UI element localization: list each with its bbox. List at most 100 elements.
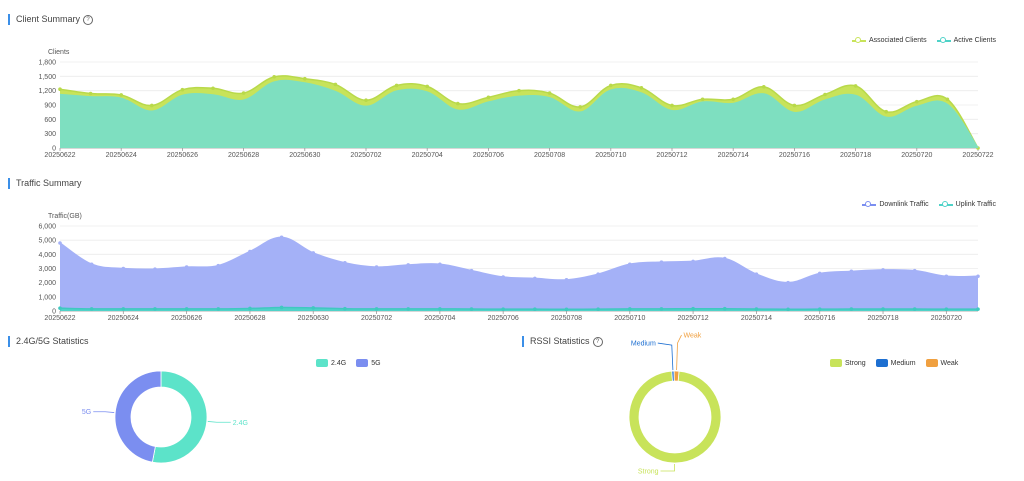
- swatch-icon: [875, 359, 888, 367]
- data-point: [533, 307, 537, 311]
- data-point: [817, 307, 822, 311]
- data-point: [279, 305, 284, 310]
- traffic-legend: Downlink Traffic Uplink Traffic: [856, 200, 996, 208]
- data-point: [786, 280, 790, 285]
- legend-associated-clients[interactable]: Associated Clients: [852, 36, 927, 44]
- client-summary-label: Client Summary: [16, 14, 81, 24]
- legend-uplink-traffic[interactable]: Uplink Traffic: [938, 200, 996, 208]
- data-point: [438, 307, 442, 311]
- data-point: [150, 103, 154, 108]
- x-tick-label: 20250714: [741, 315, 772, 322]
- data-point: [248, 249, 252, 254]
- data-point: [153, 307, 157, 311]
- data-point: [976, 274, 980, 279]
- traffic-summary-label: Traffic Summary: [16, 178, 82, 188]
- y-tick-label: 300: [44, 131, 56, 138]
- slice-label: Medium: [631, 341, 656, 348]
- y-tick-label: 1,500: [38, 74, 56, 81]
- y-tick-label: 5,000: [38, 238, 56, 245]
- band-stats-label: 2.4G/5G Statistics: [16, 336, 89, 346]
- data-point: [691, 259, 695, 264]
- data-point: [89, 262, 94, 267]
- data-point: [517, 88, 521, 93]
- data-point: [58, 306, 62, 310]
- line-marker-icon: [852, 36, 866, 43]
- data-point: [915, 99, 919, 104]
- band-legend: 2.4G 5G: [310, 359, 381, 367]
- leader-line: [676, 334, 682, 371]
- series-area-downlink-traffic: [60, 237, 978, 311]
- slice-strong: [628, 370, 722, 464]
- y-axis-title: Clients: [48, 49, 70, 56]
- data-point: [58, 241, 62, 245]
- data-point: [691, 306, 695, 311]
- slice-label: 2.4G: [233, 420, 248, 427]
- client-legend: Associated Clients Active Clients: [846, 36, 996, 44]
- data-point: [279, 235, 284, 240]
- x-tick-label: 20250706: [488, 315, 519, 322]
- data-point: [976, 307, 980, 311]
- x-tick-label: 20250704: [424, 315, 455, 322]
- x-tick-label: 20250628: [228, 152, 259, 159]
- data-point: [469, 268, 474, 273]
- legend-weak[interactable]: Weak: [925, 359, 959, 367]
- data-point: [211, 86, 215, 91]
- x-tick-label: 20250626: [167, 152, 198, 159]
- data-point: [153, 267, 157, 272]
- legend-label: 2.4G: [331, 359, 347, 367]
- x-tick-label: 20250716: [779, 152, 810, 159]
- data-point: [241, 91, 246, 95]
- data-point: [216, 263, 221, 268]
- x-tick-label: 20250722: [962, 152, 993, 159]
- data-point: [912, 307, 917, 311]
- y-tick-label: 4,000: [38, 252, 56, 259]
- data-point: [564, 307, 569, 312]
- x-tick-label: 20250720: [931, 315, 962, 322]
- question-circle-icon[interactable]: ?: [592, 337, 603, 347]
- legend-label: Medium: [890, 359, 916, 367]
- data-point: [722, 306, 727, 311]
- x-tick-label: 20250622: [44, 315, 75, 322]
- x-tick-label: 20250630: [289, 152, 320, 159]
- leader-line: [93, 411, 115, 413]
- x-tick-label: 20250624: [108, 315, 139, 322]
- legend-2-4g[interactable]: 2.4G: [316, 359, 346, 367]
- y-tick-label: 1,200: [38, 88, 56, 95]
- x-tick-label: 20250712: [678, 315, 709, 322]
- slice-label: 5G: [82, 409, 91, 416]
- data-point: [578, 105, 582, 109]
- data-point: [627, 262, 632, 267]
- data-point: [343, 261, 347, 265]
- x-tick-label: 20250710: [614, 315, 645, 322]
- data-point: [248, 306, 252, 311]
- data-point: [394, 83, 399, 88]
- data-point: [639, 86, 644, 90]
- data-point: [659, 260, 664, 264]
- legend-downlink-traffic[interactable]: Downlink Traffic: [862, 200, 929, 208]
- x-tick-label: 20250708: [551, 315, 582, 322]
- series-area-active-clients: [60, 80, 978, 148]
- legend-label: Uplink Traffic: [955, 201, 996, 208]
- swatch-icon: [830, 359, 842, 367]
- data-point: [333, 82, 338, 87]
- data-point: [374, 265, 379, 269]
- legend-5g[interactable]: 5G: [356, 359, 381, 367]
- data-point: [881, 307, 885, 311]
- legend-active-clients[interactable]: Active Clients: [936, 36, 996, 44]
- data-point: [762, 85, 766, 89]
- legend-medium[interactable]: Medium: [875, 359, 916, 367]
- leader-line: [657, 342, 674, 371]
- data-point: [88, 91, 93, 96]
- data-point: [58, 87, 62, 92]
- y-tick-label: 0: [52, 146, 56, 153]
- legend-label: Weak: [940, 359, 959, 367]
- data-point: [303, 76, 307, 81]
- legend-strong[interactable]: Strong: [830, 359, 866, 367]
- x-tick-label: 20250702: [350, 152, 381, 159]
- question-circle-icon[interactable]: ?: [83, 15, 94, 25]
- rssi-stats-title: RSSI Statistics?: [522, 336, 603, 347]
- data-point: [311, 306, 316, 310]
- data-point: [659, 307, 664, 311]
- data-point: [89, 307, 94, 311]
